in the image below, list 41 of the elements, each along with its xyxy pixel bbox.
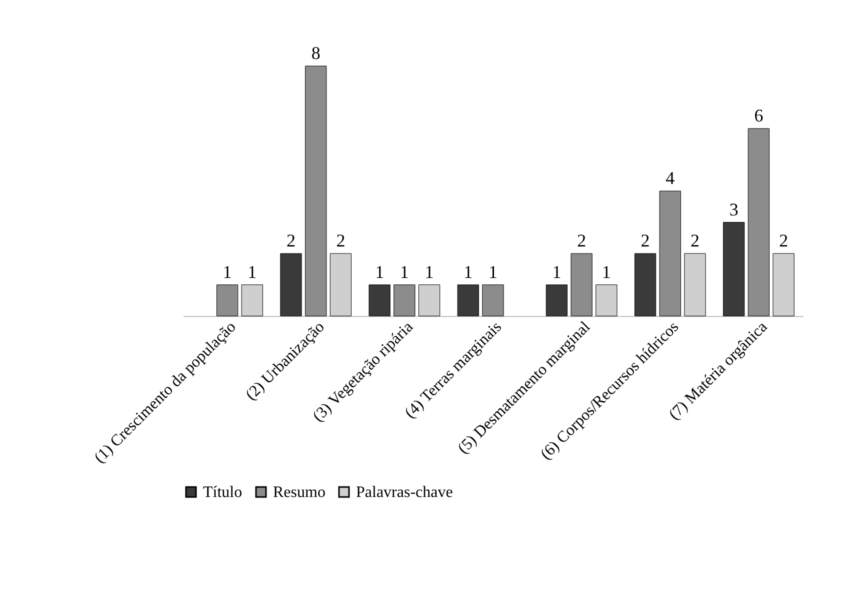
data-label: 1 [248, 262, 257, 282]
bar [241, 284, 263, 316]
bar [216, 284, 238, 316]
data-label: 1 [400, 262, 409, 282]
bar [330, 253, 352, 316]
data-label: 2 [577, 230, 586, 250]
data-label: 6 [754, 106, 764, 126]
bar [684, 253, 706, 316]
data-label: 2 [690, 230, 700, 250]
bar [596, 284, 618, 316]
data-label: 2 [336, 230, 346, 250]
bar [546, 284, 568, 316]
data-label: 3 [729, 199, 738, 220]
bar [394, 284, 416, 316]
bar [280, 253, 302, 316]
data-label: 1 [602, 262, 611, 282]
legend-label: Resumo [273, 484, 326, 501]
bar [659, 190, 681, 316]
data-label: 4 [666, 168, 675, 188]
bar [748, 128, 770, 316]
bar [482, 284, 504, 316]
legend-label: Palavras-chave [356, 484, 453, 501]
data-label: 1 [375, 262, 384, 282]
data-label: 8 [311, 43, 320, 63]
legend-label: Título [203, 484, 242, 501]
data-label: 1 [222, 262, 232, 282]
bar [305, 66, 327, 316]
bar [457, 284, 479, 316]
data-label: 1 [488, 262, 498, 282]
data-label: 2 [640, 230, 650, 250]
bar [418, 284, 440, 316]
bar [634, 253, 656, 316]
data-label: 2 [779, 230, 788, 250]
bar [723, 222, 745, 316]
data-label: 1 [424, 262, 434, 282]
bar [570, 253, 592, 316]
data-label: 2 [286, 230, 296, 250]
data-label: 1 [464, 262, 473, 282]
data-label: 1 [552, 262, 562, 282]
bar [368, 284, 390, 316]
bar [772, 253, 794, 316]
